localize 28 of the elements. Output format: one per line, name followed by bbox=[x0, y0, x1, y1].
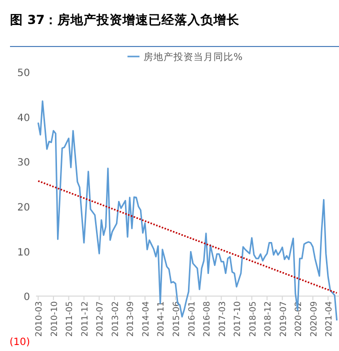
y-tick-label: 0 bbox=[24, 292, 30, 304]
chart-title: 图 37：房地产投资增速已经落入负增长 bbox=[10, 12, 240, 29]
x-tick-label: 2017-03 bbox=[218, 301, 228, 337]
x-tick-label: 2011-12 bbox=[80, 301, 90, 337]
x-tick-label: 2019-07 bbox=[278, 301, 289, 337]
x-tick-label: 2013-02 bbox=[110, 301, 121, 337]
y-tick-label: 20 bbox=[17, 202, 30, 214]
x-tick-label: 2018-05 bbox=[248, 301, 258, 337]
legend-label: 房地产投资当月同比% bbox=[143, 51, 243, 63]
x-tick-label: 2010-03 bbox=[34, 301, 45, 337]
x-tick-label: 2016-08 bbox=[202, 301, 213, 337]
x-tick-label: 2016-01 bbox=[187, 301, 198, 337]
x-tick-label: 2021-04 bbox=[324, 301, 335, 337]
y-tick-label: 50 bbox=[17, 68, 30, 79]
x-tick-label: 2013-09 bbox=[126, 301, 136, 337]
x-tick-label: 2015-06 bbox=[172, 301, 182, 337]
x-tick-label: 2011-05 bbox=[65, 301, 76, 337]
x-tick-label: 2014-04 bbox=[141, 301, 152, 337]
x-tick-label: 2014-11 bbox=[156, 301, 167, 337]
x-tick-label: 2010-10 bbox=[50, 301, 60, 337]
x-tick-label: 2012-07 bbox=[96, 301, 106, 337]
x-tick-label: 2017-10 bbox=[233, 301, 244, 337]
x-tick-label: 2020-09 bbox=[309, 301, 320, 337]
y-tick-label: 10 bbox=[17, 247, 30, 258]
y-tick-label: (10) bbox=[9, 337, 30, 348]
x-tick-label: 2018-12 bbox=[264, 301, 274, 337]
y-tick-label: 30 bbox=[17, 158, 30, 169]
y-tick-label: 40 bbox=[17, 112, 30, 124]
